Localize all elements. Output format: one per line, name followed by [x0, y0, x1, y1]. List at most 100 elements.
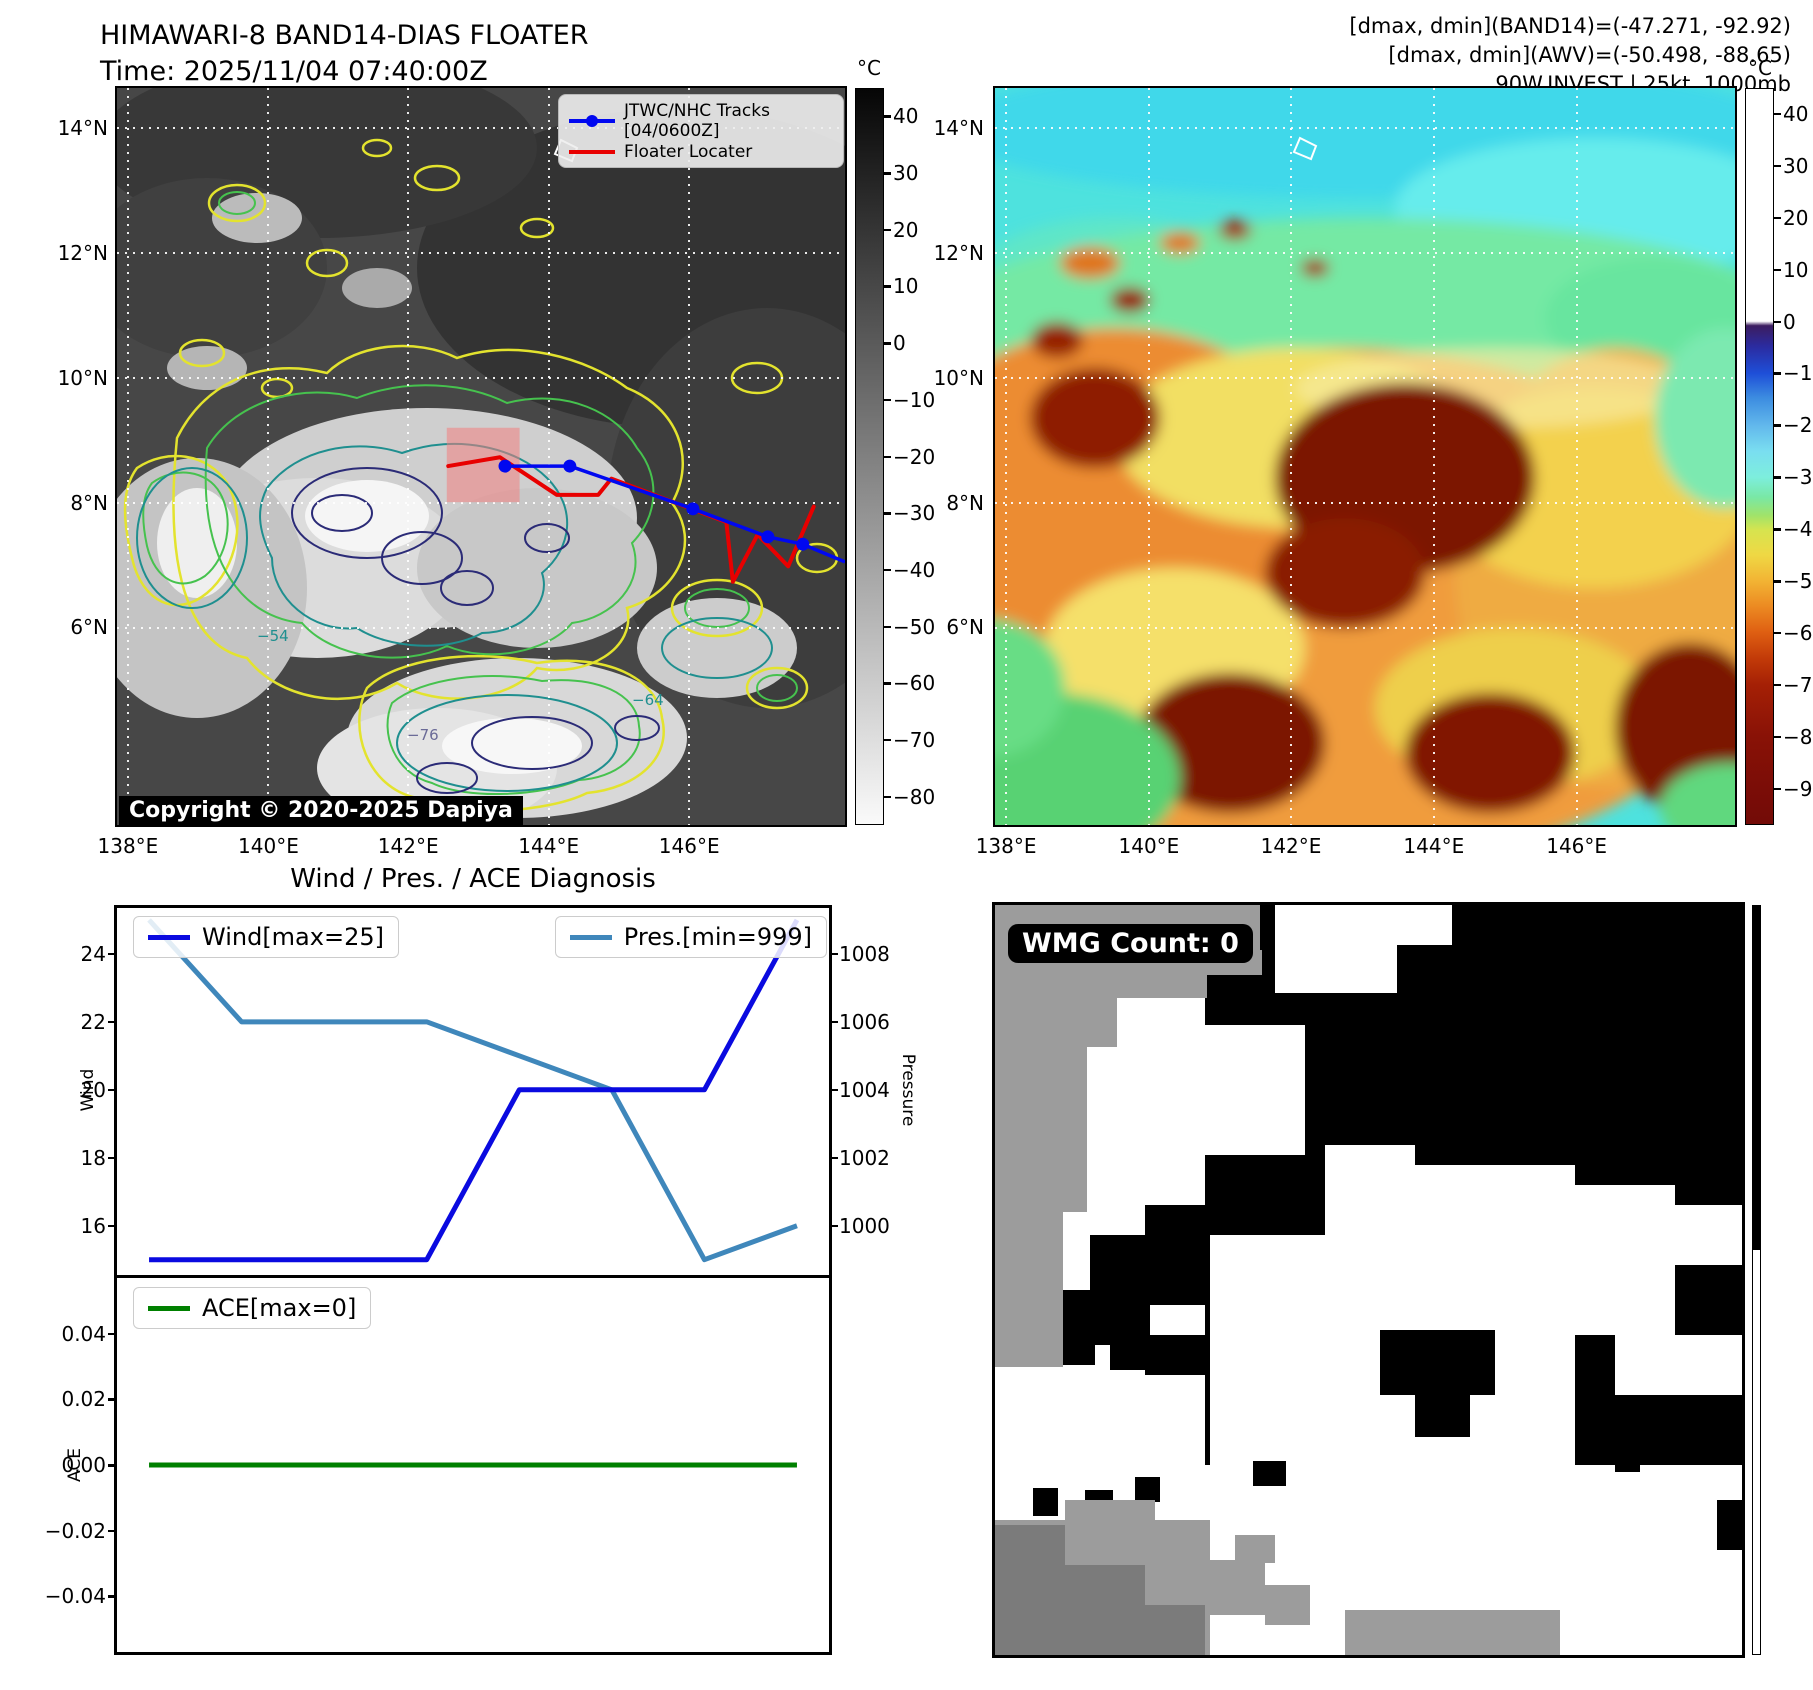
- lat-label: 6°N: [946, 615, 984, 640]
- pressure-tick-label: 1006: [839, 1009, 890, 1034]
- wind-line-swatch: [148, 934, 190, 940]
- tick-mark: [1774, 320, 1781, 324]
- pressure-tick-label: 1004: [839, 1077, 890, 1102]
- ace-chart[interactable]: [114, 1275, 832, 1655]
- ace-line-swatch: [148, 1305, 190, 1311]
- tick-mark: [884, 568, 891, 572]
- awv-imagery: [995, 88, 1735, 825]
- contour-lines-green: [142, 191, 798, 796]
- lon-label: 142°E: [377, 834, 439, 858]
- wind-tick-label: 22: [80, 1009, 106, 1034]
- colorbar-tick-label: −40: [1783, 517, 1813, 542]
- pressure-legend-label: Pres.[min=999]: [623, 923, 812, 951]
- jtwc-line-swatch: [569, 114, 615, 127]
- pressure-tick-label: 1002: [839, 1145, 890, 1170]
- stats-block: [dmax, dmin](BAND14)=(-47.271, -92.92) […: [1349, 12, 1791, 99]
- contour-label: −76: [407, 726, 439, 744]
- jtwc-track-dot: [498, 459, 512, 473]
- tick-mark: [829, 1088, 838, 1092]
- band14-colorbar: [855, 88, 884, 825]
- wind-tick-label: 20: [80, 1077, 106, 1102]
- jtwc-track-dot: [796, 537, 810, 551]
- pressure-line-swatch: [569, 934, 612, 940]
- awv-color-blobs: [995, 88, 1735, 825]
- cold-cloud-blobs: [117, 193, 797, 825]
- guam-island-outline: [1292, 136, 1318, 161]
- band14-colorbar-unit: °C: [857, 56, 881, 80]
- tick-mark: [108, 1398, 117, 1401]
- band14-satellite-map[interactable]: −54 −64 −76: [115, 86, 847, 827]
- colorbar-tick-label: −40: [893, 557, 936, 582]
- lat-label: 8°N: [70, 490, 108, 515]
- lat-label: 8°N: [946, 490, 984, 515]
- map-legend: JTWC/NHC Tracks [04/0600Z] Floater Locat…: [558, 94, 844, 168]
- tick-mark: [884, 738, 891, 742]
- tick-mark: [884, 172, 891, 175]
- tick-mark: [884, 115, 891, 118]
- lat-label: 14°N: [933, 115, 984, 140]
- tick-mark: [1774, 216, 1781, 220]
- tick-mark: [1774, 424, 1781, 427]
- wind-pressure-chart[interactable]: [114, 905, 832, 1278]
- lon-label: 144°E: [1403, 834, 1465, 858]
- jtwc-track-dot: [563, 459, 577, 473]
- colorbar-tick-label: −60: [1783, 620, 1813, 645]
- tick-mark: [108, 1529, 117, 1533]
- legend-row-floater: Floater Locater: [569, 142, 833, 162]
- ace-tick-label: −0.04: [44, 1584, 106, 1609]
- pressure-legend: Pres.[min=999]: [554, 916, 827, 958]
- tick-mark: [884, 285, 891, 288]
- tick-mark: [884, 512, 891, 515]
- lat-label: 12°N: [57, 241, 108, 266]
- lon-label: 146°E: [1546, 834, 1608, 858]
- tick-mark: [1774, 735, 1781, 739]
- pressure-axis-label: Pressure: [898, 1053, 918, 1127]
- colorbar-tick-label: 0: [1783, 309, 1796, 334]
- colorbar-tick-label: −30: [1783, 465, 1813, 490]
- ace-tick-label: 0.00: [61, 1453, 106, 1477]
- lon-label: 144°E: [518, 834, 580, 858]
- tick-mark: [108, 1088, 117, 1092]
- jtwc-dot-icon: [586, 114, 598, 127]
- tick-mark: [884, 795, 891, 799]
- wind-line: [149, 918, 800, 1263]
- tick-mark: [829, 1224, 838, 1228]
- tick-mark: [884, 398, 891, 402]
- colorbar-tick-label: −90: [1783, 776, 1813, 801]
- contour-lines-navy: [291, 467, 660, 794]
- wmg-mask-map[interactable]: [992, 902, 1745, 1658]
- awv-colorbar: [1745, 88, 1774, 825]
- tick-mark: [829, 1020, 838, 1024]
- colorbar-tick-label: −50: [893, 614, 936, 639]
- pressure-tick-label: 1000: [839, 1213, 890, 1238]
- tick-mark: [108, 1464, 117, 1467]
- ace-tick-label: −0.02: [44, 1518, 106, 1543]
- lon-label: 138°E: [97, 834, 159, 858]
- wmg-mini-colorbar: [1752, 905, 1761, 1655]
- title-line-1: HIMAWARI-8 BAND14-DIAS FLOATER: [100, 20, 589, 51]
- tick-mark: [108, 1224, 117, 1228]
- band14-imagery: −54 −64 −76: [117, 88, 845, 825]
- legend-row-jtwc: JTWC/NHC Tracks [04/0600Z]: [569, 101, 833, 141]
- tick-mark: [108, 1595, 117, 1598]
- diagnosis-title: Wind / Pres. / ACE Diagnosis: [290, 864, 656, 894]
- jtwc-track-points: [498, 459, 810, 551]
- colorbar-tick-label: 30: [893, 161, 919, 186]
- tick-mark: [1774, 372, 1781, 375]
- ace-plot: [149, 1462, 797, 1468]
- contour-lines-teal: [136, 442, 773, 792]
- colorbar-tick-label: −60: [893, 671, 936, 696]
- tick-mark: [1774, 528, 1781, 531]
- contour-label: −64: [632, 691, 664, 709]
- contour-label: −54: [257, 627, 289, 645]
- tick-mark: [884, 228, 891, 232]
- colorbar-tick-label: −20: [1783, 413, 1813, 438]
- grid-lines: [995, 88, 1735, 825]
- tick-mark: [884, 682, 891, 685]
- wind-tick-label: 18: [80, 1145, 106, 1170]
- awv-satellite-map[interactable]: [993, 86, 1737, 827]
- colorbar-tick-label: −30: [893, 501, 936, 526]
- tick-mark: [108, 1156, 117, 1160]
- lat-label: 12°N: [933, 241, 984, 266]
- tick-mark: [1774, 476, 1781, 479]
